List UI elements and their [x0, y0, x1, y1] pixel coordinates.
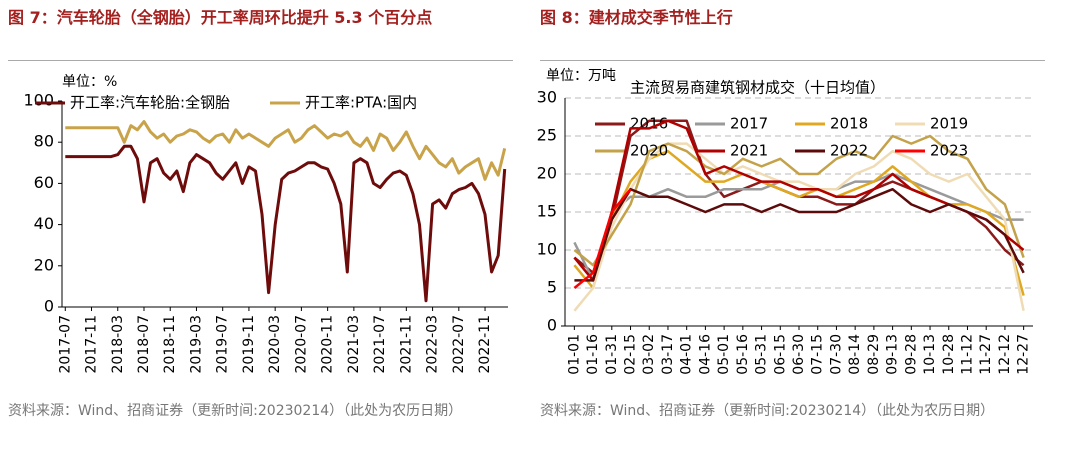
- series-line: [574, 187, 1025, 282]
- x-tick-label: 2021-11: [398, 315, 414, 374]
- x-tick-label: 10-13: [922, 334, 938, 375]
- y-tick-label: 80: [34, 132, 54, 151]
- y-tick-label: 20: [34, 255, 54, 274]
- x-tick-label: 11-27: [978, 334, 994, 375]
- y-tick-label: 40: [34, 214, 54, 233]
- x-tick-label: 2019-07: [215, 315, 231, 374]
- x-tick-label: 05-31: [754, 334, 770, 375]
- x-tick-label: 01-31: [604, 334, 620, 375]
- legend-label: 2018: [830, 115, 868, 133]
- x-tick-label: 05-16: [735, 334, 751, 375]
- legend-label: 2020: [630, 142, 668, 160]
- x-tick-label: 06-30: [791, 334, 807, 375]
- x-tick-label: 2017-07: [57, 315, 73, 374]
- y-tick-label: 5: [547, 278, 557, 297]
- x-tick-label: 04-01: [679, 334, 695, 375]
- y-tick-label: 25: [537, 126, 557, 145]
- y-tick-label: 0: [44, 297, 54, 316]
- x-tick-label: 2022-07: [451, 315, 467, 374]
- legend-label: 2023: [930, 142, 968, 160]
- chart-title: 图 8：建材成交季节性上行: [540, 8, 733, 27]
- unit-label: 单位：万吨: [546, 68, 616, 84]
- legend-label: 2022: [830, 142, 868, 160]
- legend-label: 2019: [930, 115, 968, 133]
- x-tick-label: 2022-11: [477, 315, 493, 374]
- x-tick-label: 08-14: [847, 334, 863, 375]
- y-tick-label: 20: [537, 164, 557, 183]
- y-tick-label: 10: [537, 240, 557, 259]
- separator: [540, 60, 1045, 61]
- x-tick-label: 04-16: [697, 334, 713, 375]
- x-tick-label: 06-15: [772, 334, 788, 375]
- x-tick-label: 11-12: [959, 334, 975, 375]
- series-line: [573, 142, 1025, 312]
- separator: [8, 60, 513, 61]
- x-tick-label: 09-28: [903, 334, 919, 375]
- legend-label: 开工率:汽车轮胎:全钢胎: [70, 94, 230, 112]
- legend-label: 2017: [730, 115, 768, 133]
- x-tick-label: 12-27: [1016, 334, 1032, 375]
- x-tick-label: 01-16: [585, 334, 601, 375]
- x-tick-label: 05-01: [716, 334, 732, 375]
- x-tick-label: 2021-07: [372, 315, 388, 374]
- x-tick-label: 2018-07: [136, 315, 152, 374]
- x-tick-label: 2020-03: [267, 315, 283, 374]
- series-line: [573, 188, 632, 289]
- x-tick-label: 02-15: [623, 334, 639, 375]
- source: 资料来源：Wind、招商证券（更新时间:20230214）（此处为农历日期）: [8, 403, 463, 419]
- unit-label: 单位：%: [62, 74, 117, 90]
- series-line: [65, 120, 507, 181]
- y-tick-label: 60: [34, 173, 54, 192]
- x-tick-label: 2020-07: [293, 315, 309, 374]
- x-tick-label: 2017-11: [84, 315, 100, 374]
- x-tick-label: 08-29: [866, 334, 882, 375]
- x-tick-label: 2019-03: [188, 315, 204, 374]
- legend-label: 开工率:PTA:国内: [305, 94, 417, 112]
- series-line: [65, 144, 507, 303]
- x-tick-label: 2020-11: [320, 315, 336, 374]
- series-line: [573, 134, 1025, 267]
- x-tick-label: 03-02: [641, 334, 657, 375]
- x-tick-label: 09-13: [885, 334, 901, 375]
- x-tick-label: 07-15: [810, 334, 826, 375]
- y-tick-label: 100: [23, 91, 54, 110]
- y-tick-label: 30: [537, 88, 557, 107]
- y-tick-label: 15: [537, 202, 557, 221]
- subtitle: 主流贸易商建筑钢材成交（十日均值）: [630, 79, 885, 97]
- source: 资料来源：Wind、招商证券（更新时间:20230214）（此处为农历日期）: [540, 403, 995, 419]
- x-tick-label: 10-28: [941, 334, 957, 375]
- x-tick-label: 01-01: [566, 334, 582, 375]
- x-tick-label: 2019-11: [241, 315, 257, 374]
- x-tick-label: 03-17: [660, 334, 676, 375]
- legend-label: 2021: [730, 142, 768, 160]
- y-tick-label: 0: [547, 316, 557, 335]
- chart-title: 图 7：汽车轮胎（全钢胎）开工率周环比提升 5.3 个百分点: [8, 8, 433, 27]
- x-tick-label: 07-30: [828, 334, 844, 375]
- x-tick-label: 2021-03: [346, 315, 362, 374]
- x-tick-label: 12-12: [997, 334, 1013, 375]
- x-tick-label: 2018-03: [110, 315, 126, 374]
- x-tick-label: 2018-11: [162, 315, 178, 374]
- x-tick-label: 2022-03: [425, 315, 441, 374]
